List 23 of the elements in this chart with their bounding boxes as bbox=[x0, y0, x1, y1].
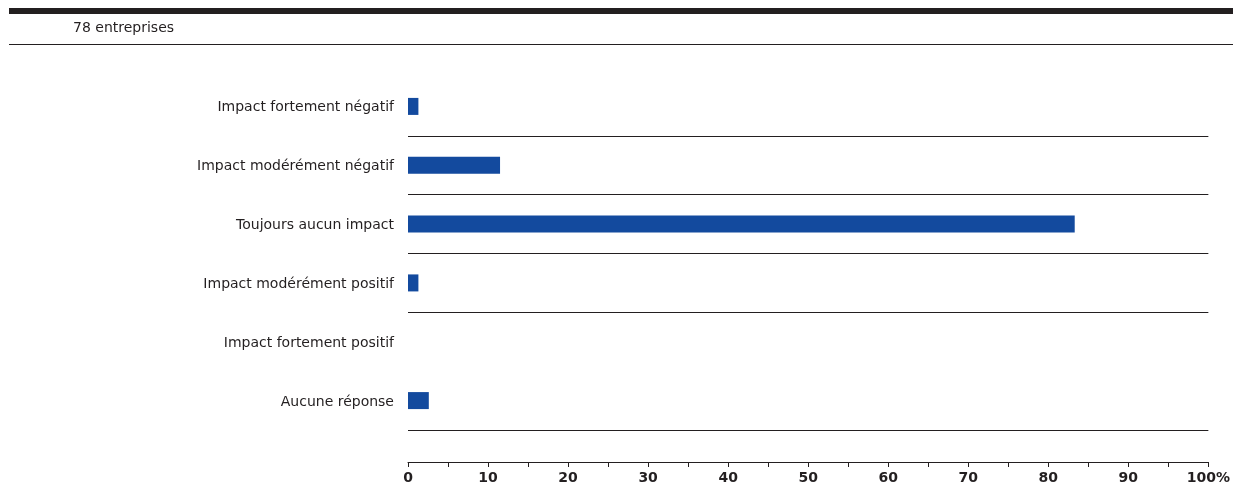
x-tick-label: 80 bbox=[1038, 469, 1059, 485]
bar bbox=[408, 392, 429, 410]
y-tick-label: Impact modérément négatif bbox=[197, 157, 396, 174]
y-tick-label: Toujours aucun impact bbox=[235, 216, 395, 233]
x-tick-label: 0 bbox=[403, 469, 414, 485]
x-tick-label: 60 bbox=[878, 469, 899, 485]
y-tick-label: Aucune réponse bbox=[280, 392, 394, 409]
bar bbox=[408, 97, 419, 115]
bar bbox=[408, 274, 419, 292]
bar bbox=[408, 215, 1075, 233]
y-tick-label: Impact modérément positif bbox=[203, 274, 396, 291]
x-tick-label: 20 bbox=[558, 469, 579, 485]
x-tick-label: 30 bbox=[638, 469, 659, 485]
text: 78 entreprises bbox=[73, 19, 175, 35]
bar bbox=[408, 156, 501, 174]
y-tick-label: Impact fortement négatif bbox=[217, 98, 396, 115]
x-tick-label: 100% bbox=[1186, 469, 1231, 485]
x-tick-label: 50 bbox=[798, 469, 819, 485]
y-tick-label: Impact fortement positif bbox=[223, 333, 396, 350]
x-tick-label: 70 bbox=[958, 469, 979, 485]
x-tick-label: 40 bbox=[718, 469, 739, 485]
x-tick-label: 10 bbox=[478, 469, 499, 485]
x-tick-label: 90 bbox=[1118, 469, 1139, 485]
